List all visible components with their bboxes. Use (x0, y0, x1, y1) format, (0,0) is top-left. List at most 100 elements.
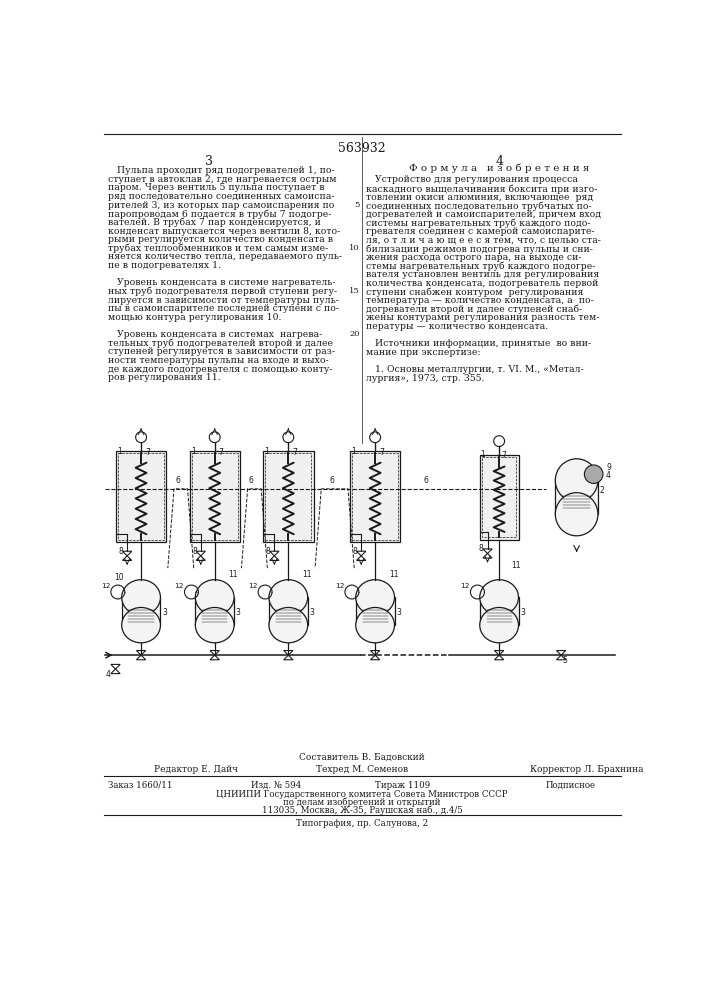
Bar (189, 451, 240, 542)
Text: 6: 6 (423, 476, 428, 485)
Text: соединенных последовательно трубчатых по-: соединенных последовательно трубчатых по… (366, 201, 592, 211)
Polygon shape (210, 651, 219, 655)
Text: 12: 12 (248, 583, 257, 589)
Text: товлении окиси алюминия, включающее  ряд: товлении окиси алюминия, включающее ряд (366, 193, 593, 202)
Polygon shape (270, 551, 279, 556)
Text: 10: 10 (349, 244, 360, 252)
Bar (116, 451, 166, 542)
Text: 9: 9 (606, 463, 611, 472)
Text: 15: 15 (349, 287, 360, 295)
Text: жены контурами регулирования разность тем-: жены контурами регулирования разность те… (366, 313, 600, 322)
Text: тельных труб подогревателей второй и далее: тельных труб подогревателей второй и дал… (107, 339, 333, 348)
Ellipse shape (480, 580, 518, 615)
Polygon shape (370, 655, 380, 660)
Text: рыми регулируется количество конденсата в: рыми регулируется количество конденсата … (107, 235, 333, 244)
Text: Техред М. Семенов: Техред М. Семенов (316, 765, 408, 774)
Ellipse shape (195, 607, 234, 643)
Polygon shape (284, 651, 293, 655)
Text: вателя установлен вентиль для регулирования: вателя установлен вентиль для регулирова… (366, 270, 599, 279)
Bar (195, 597, 234, 625)
Text: гревателя соединен с камерой самоиспарите-: гревателя соединен с камерой самоиспарит… (366, 227, 595, 236)
Text: 12: 12 (101, 583, 110, 589)
Text: Источники информации, принятые  во вни-: Источники информации, принятые во вни- (366, 339, 591, 348)
Text: системы нагревательных труб каждого подо-: системы нагревательных труб каждого подо… (366, 219, 590, 228)
Text: ступеней регулируется в зависимости от раз-: ступеней регулируется в зависимости от р… (107, 347, 334, 356)
Bar (265, 453, 311, 540)
Text: по делам изобретений и открытий: по делам изобретений и открытий (284, 798, 440, 807)
Text: пы в самоиспарителе последней ступени с по-: пы в самоиспарителе последней ступени с … (107, 304, 339, 313)
Circle shape (585, 465, 603, 483)
Polygon shape (370, 651, 380, 655)
Text: 12: 12 (460, 583, 470, 589)
Text: мание при экспертизе:: мание при экспертизе: (366, 348, 480, 357)
Text: де каждого подогревателя с помощью конту-: де каждого подогревателя с помощью конту… (107, 365, 332, 374)
Bar (482, 457, 516, 537)
Text: ных труб подогревателя первой ступени регу-: ных труб подогревателя первой ступени ре… (107, 287, 337, 296)
Polygon shape (494, 651, 504, 655)
Text: 11: 11 (228, 570, 238, 579)
Bar (192, 453, 238, 540)
Text: няется количество тепла, передаваемого пуль-: няется количество тепла, передаваемого п… (107, 252, 341, 261)
Text: 3: 3 (520, 608, 525, 617)
Text: 4: 4 (105, 670, 110, 679)
Text: 11: 11 (510, 561, 520, 570)
Text: 8: 8 (266, 547, 271, 556)
Text: 4: 4 (495, 155, 503, 168)
Bar (269, 597, 308, 625)
Text: 8: 8 (119, 547, 123, 556)
Text: Типография, пр. Салунова, 2: Типография, пр. Салунова, 2 (296, 819, 428, 828)
Text: 8: 8 (353, 547, 358, 556)
Text: 1: 1 (117, 447, 122, 456)
Bar (263, 451, 313, 542)
Text: 5: 5 (354, 201, 360, 209)
Ellipse shape (480, 607, 518, 643)
Text: ступает в автоклав 2, где нагревается острым: ступает в автоклав 2, где нагревается ос… (107, 175, 337, 184)
Text: Уровень конденсата в системе нагреватель-: Уровень конденсата в системе нагреватель… (107, 278, 335, 287)
Text: ЦНИИПИ Государственного комитета Совета Министров СССР: ЦНИИПИ Государственного комитета Совета … (216, 790, 508, 799)
Text: трубах теплообменников и тем самым изме-: трубах теплообменников и тем самым изме- (107, 244, 328, 253)
Polygon shape (122, 551, 132, 556)
Bar (350, 451, 400, 542)
Text: Корректор Л. Брахнина: Корректор Л. Брахнина (530, 765, 643, 774)
Text: каскадного выщелачивания боксита при изго-: каскадного выщелачивания боксита при изг… (366, 184, 597, 194)
Text: жения расхода острого пара, на выходе си-: жения расхода острого пара, на выходе си… (366, 253, 581, 262)
Polygon shape (270, 556, 279, 560)
Ellipse shape (356, 607, 395, 643)
Text: ступени снабжен контуром  регулирования: ступени снабжен контуром регулирования (366, 288, 583, 297)
Text: 6: 6 (175, 476, 180, 485)
Text: пературы — количество конденсата.: пературы — количество конденсата. (366, 322, 548, 331)
Polygon shape (136, 655, 146, 660)
Polygon shape (556, 651, 566, 655)
Text: 11: 11 (303, 570, 312, 579)
Text: 4: 4 (606, 471, 611, 480)
Bar (118, 453, 164, 540)
Text: лируется в зависимости от температуры пуль-: лируется в зависимости от температуры пу… (107, 296, 339, 305)
Text: Составитель В. Бадовский: Составитель В. Бадовский (299, 753, 425, 762)
Text: 3: 3 (204, 155, 213, 168)
Text: 6: 6 (329, 476, 334, 485)
Text: 7: 7 (501, 451, 506, 460)
Text: Заказ 1660/11: Заказ 1660/11 (107, 781, 173, 790)
Text: 7: 7 (379, 448, 384, 457)
Ellipse shape (122, 580, 160, 615)
Text: 8: 8 (192, 547, 197, 556)
Text: 7: 7 (145, 448, 150, 457)
Ellipse shape (356, 580, 395, 615)
Polygon shape (494, 655, 504, 660)
Polygon shape (284, 655, 293, 660)
Text: 1: 1 (481, 450, 485, 459)
Text: 563932: 563932 (338, 142, 386, 155)
Text: догреватели второй и далее ступеней снаб-: догреватели второй и далее ступеней снаб… (366, 305, 582, 314)
Text: 20: 20 (349, 330, 360, 338)
Bar (352, 453, 398, 540)
Text: Уровень конденсата в системах  нагрева-: Уровень конденсата в системах нагрева- (107, 330, 322, 339)
Text: количества конденсата, подогреватель первой: количества конденсата, подогреватель пер… (366, 279, 598, 288)
Text: 10: 10 (114, 573, 124, 582)
Polygon shape (210, 655, 219, 660)
Text: вателей. В трубах 7 пар конденсируется, и: вателей. В трубах 7 пар конденсируется, … (107, 218, 321, 227)
Text: температура — количество конденсата, а  по-: температура — количество конденсата, а п… (366, 296, 594, 305)
Polygon shape (483, 554, 492, 558)
Text: Изд. № 594: Изд. № 594 (251, 781, 301, 790)
Text: 3: 3 (309, 608, 314, 617)
Text: Тираж 1109: Тираж 1109 (375, 781, 431, 790)
